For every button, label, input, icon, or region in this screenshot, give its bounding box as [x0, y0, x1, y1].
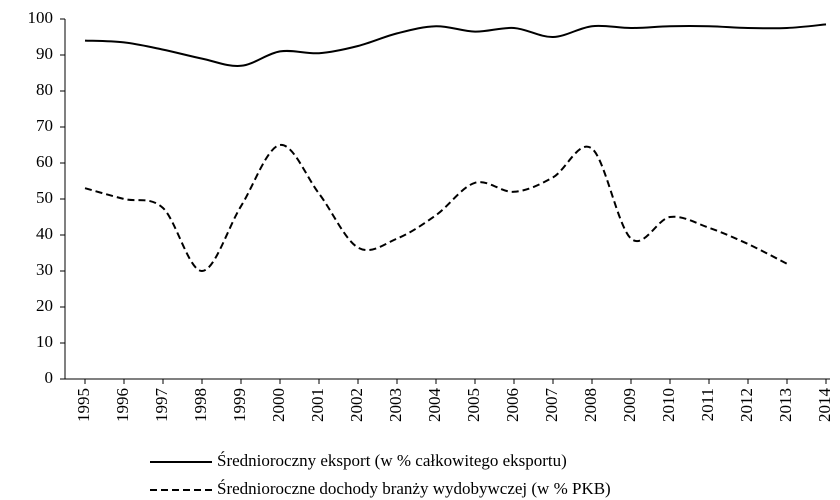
y-tick-label: 60 — [36, 152, 53, 171]
legend-label: Średnioroczne dochody branży wydobywczej… — [217, 479, 611, 498]
y-tick-label: 0 — [45, 368, 54, 387]
x-tick-label: 2002 — [347, 388, 366, 422]
x-tick-label: 2003 — [386, 388, 405, 422]
y-tick-label: 40 — [36, 224, 53, 243]
x-tick-label: 2014 — [815, 388, 834, 423]
x-tick-label: 2004 — [425, 388, 444, 423]
y-tick-label: 30 — [36, 260, 53, 279]
x-tick-label: 2012 — [737, 388, 756, 422]
legend-label: Średnioroczny eksport (w % całkowitego e… — [217, 451, 567, 470]
y-tick-label: 100 — [28, 8, 54, 27]
x-tick-label: 2013 — [776, 388, 795, 422]
x-tick-label: 2001 — [308, 388, 327, 422]
y-tick-label: 10 — [36, 332, 53, 351]
x-tick-label: 2006 — [503, 388, 522, 422]
x-tick-label: 1999 — [230, 388, 249, 422]
x-tick-label: 2008 — [581, 388, 600, 422]
y-tick-label: 50 — [36, 188, 53, 207]
series-line — [84, 144, 788, 273]
x-tick-label: 1998 — [191, 388, 210, 422]
x-tick-label: 2000 — [269, 388, 288, 422]
x-tick-label: 2009 — [620, 388, 639, 422]
x-tick-label: 2010 — [659, 388, 678, 422]
y-tick-label: 90 — [36, 44, 53, 63]
x-tick-label: 2011 — [698, 388, 717, 421]
series-line — [84, 23, 827, 67]
x-tick-label: 1995 — [74, 388, 93, 422]
x-tick-label: 2007 — [542, 388, 561, 423]
x-tick-label: 2005 — [464, 388, 483, 422]
x-tick-label: 1997 — [152, 388, 171, 423]
y-tick-label: 20 — [36, 296, 53, 315]
y-tick-label: 80 — [36, 80, 53, 99]
y-tick-label: 70 — [36, 116, 53, 135]
x-tick-label: 1996 — [113, 388, 132, 422]
